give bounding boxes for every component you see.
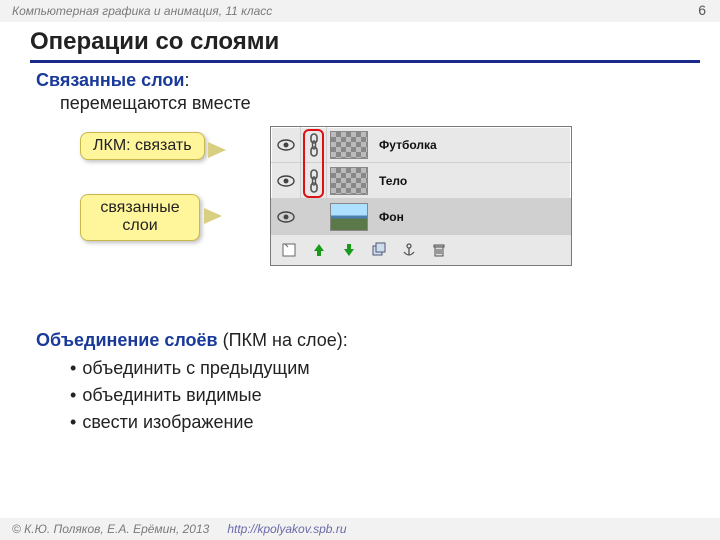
link-cell[interactable] [301, 163, 327, 198]
layer-row[interactable]: Фон [271, 199, 571, 235]
merge-paren: (ПКМ на слое): [218, 330, 348, 350]
layer-name: Тело [371, 174, 571, 188]
trash-icon [432, 243, 446, 257]
linked-colon: : [184, 70, 189, 90]
visibility-toggle[interactable] [271, 199, 301, 234]
visibility-toggle[interactable] [271, 127, 301, 162]
eye-icon [277, 211, 295, 223]
eye-icon [277, 139, 295, 151]
callout-linked-layers: связанные слои [80, 194, 200, 241]
lower-layer-button[interactable] [339, 240, 359, 260]
callout-arrow-icon [208, 142, 226, 158]
linked-desc: перемещаются вместе [60, 93, 690, 114]
layers-toolbar [271, 235, 571, 265]
copyright: © К.Ю. Поляков, Е.А. Ерёмин, 2013 [12, 522, 209, 536]
duplicate-layer-button[interactable] [369, 240, 389, 260]
bullet-item: свести изображение [70, 409, 690, 436]
arrow-down-icon [342, 243, 356, 257]
visibility-toggle[interactable] [271, 163, 301, 198]
delete-layer-button[interactable] [429, 240, 449, 260]
slide-title: Операции со слоями [30, 28, 700, 63]
footer-url: http://kpolyakov.spb.ru [227, 522, 346, 536]
layer-thumb [327, 199, 371, 234]
merge-heading: Объединение слоёв (ПКМ на слое): [36, 330, 690, 351]
link-cell[interactable] [301, 127, 327, 162]
panel-area: ЛКМ: связать связанные слои Фу [36, 126, 690, 316]
bullet-item: объединить с предыдущим [70, 355, 690, 382]
new-layer-icon [281, 242, 297, 258]
callout-arrow-icon [204, 208, 222, 224]
course-title: Компьютерная графика и анимация, 11 клас… [12, 4, 272, 18]
layer-row[interactable]: Тело [271, 163, 571, 199]
eye-icon [277, 175, 295, 187]
footer: © К.Ю. Поляков, Е.А. Ерёмин, 2013 http:/… [0, 518, 720, 540]
link-cell[interactable] [301, 199, 327, 234]
new-layer-button[interactable] [279, 240, 299, 260]
chain-icon [307, 169, 321, 193]
layer-thumb [327, 127, 371, 162]
merge-label: Объединение слоёв [36, 330, 218, 350]
merge-bullets: объединить с предыдущим объединить видим… [70, 355, 690, 436]
anchor-icon [402, 243, 416, 257]
linked-layers-heading: Связанные слои: [36, 70, 690, 91]
linked-label: Связанные слои [36, 70, 184, 90]
page-number: 6 [698, 2, 706, 18]
anchor-layer-button[interactable] [399, 240, 419, 260]
layer-thumb [327, 163, 371, 198]
header: Компьютерная графика и анимация, 11 клас… [0, 0, 720, 22]
callout-lmb-link: ЛКМ: связать [80, 132, 205, 160]
layers-panel: Футболка Тело [270, 126, 572, 266]
duplicate-icon [371, 242, 387, 258]
layer-name: Фон [371, 210, 571, 224]
bullet-item: объединить видимые [70, 382, 690, 409]
layer-row[interactable]: Футболка [271, 127, 571, 163]
raise-layer-button[interactable] [309, 240, 329, 260]
arrow-up-icon [312, 243, 326, 257]
layer-name: Футболка [371, 138, 571, 152]
